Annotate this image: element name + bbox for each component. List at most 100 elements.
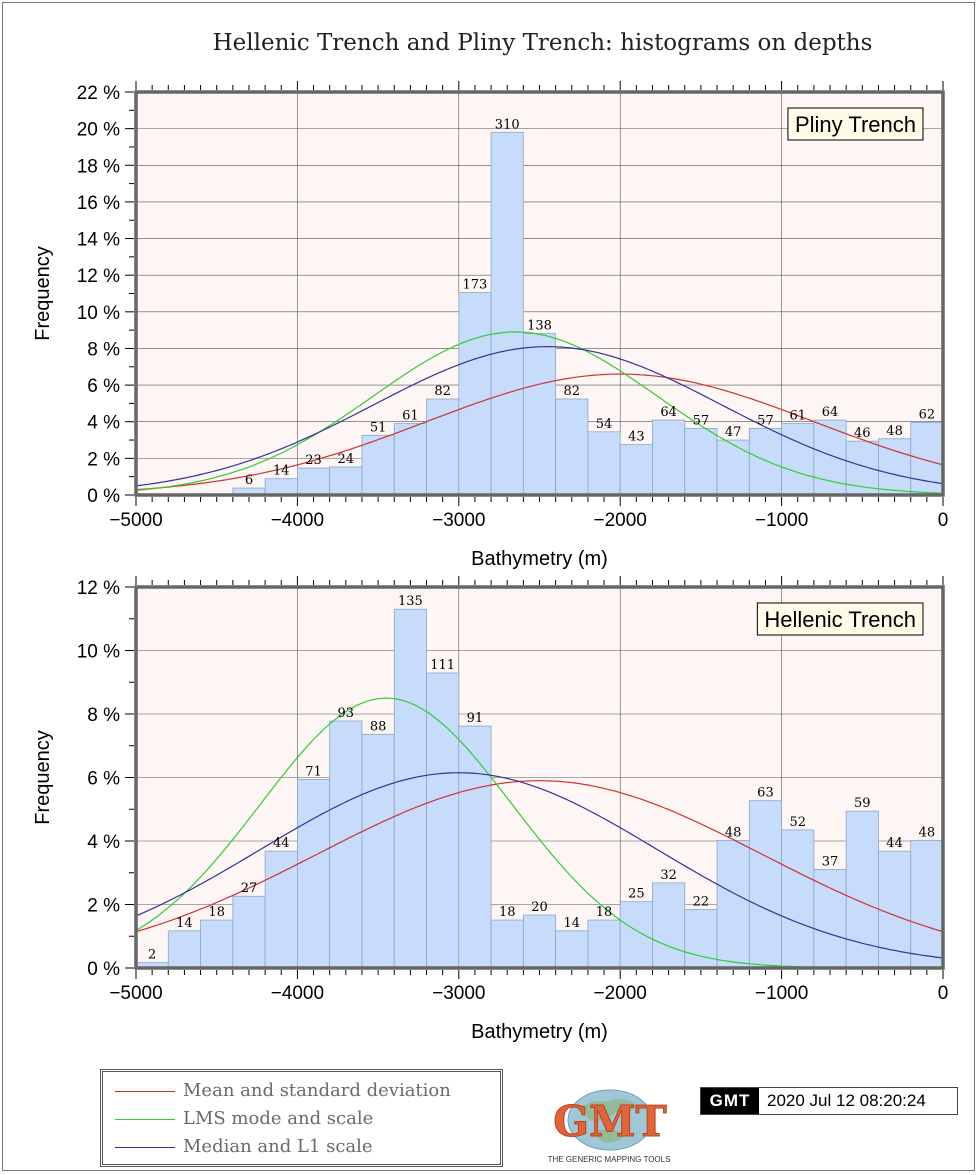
svg-text:GMT: GMT xyxy=(553,1097,667,1146)
panel-1-bar-2 xyxy=(296,467,331,496)
panel-1-x-tick-label-0: −5000 xyxy=(109,510,162,531)
panel-2-ticks xyxy=(125,576,944,979)
panel-2-y-tick-label-4: 8 % xyxy=(87,705,120,726)
panel-2-bar-19 xyxy=(748,800,783,969)
panel-2-x-axis-title: Bathymetry (m) xyxy=(471,1021,608,1043)
gmt-globe-logo: GMT xyxy=(553,1089,667,1151)
panel-1-y-axis-title: Frequency xyxy=(32,246,54,341)
panel-2-bar-11 xyxy=(490,919,524,969)
panel-2-count-label-10: 91 xyxy=(467,711,484,726)
panel-2-bar-22 xyxy=(845,810,879,969)
legend-item-median: Median and L1 scale xyxy=(103,1134,500,1160)
panel-2-count-label-24: 48 xyxy=(919,825,936,840)
panel-1-bar-14 xyxy=(684,427,718,496)
panel-1-y-tick-label-9: 18 % xyxy=(77,156,120,177)
panel-1-y-tick-label-2: 4 % xyxy=(87,413,120,434)
panel-1-count-label-10: 82 xyxy=(564,384,581,399)
panel-1-bar-9 xyxy=(522,333,557,496)
gmt-badge: GMT xyxy=(701,1088,759,1114)
panel-1-curve-mean xyxy=(135,373,944,491)
panel-1-bar-7 xyxy=(458,292,492,496)
panel-2-y-tick-label-6: 12 % xyxy=(77,578,120,599)
panel-1-x-tick-label-1: −4000 xyxy=(271,510,324,531)
panel-1-y-tick-label-8: 16 % xyxy=(77,193,120,214)
legend-swatch-lms xyxy=(115,1119,175,1120)
panel-1-y-tick-label-1: 2 % xyxy=(87,449,120,470)
panel-1-curve-lms xyxy=(135,331,944,494)
panel-1-count-label-9: 138 xyxy=(527,319,552,334)
panel-2-y-tick-label-1: 2 % xyxy=(87,896,120,917)
panel-1-count-label-4: 51 xyxy=(370,420,387,435)
panel-2-x-tick-label-4: −1000 xyxy=(755,983,808,1004)
panel-1-count-label-11: 54 xyxy=(596,417,613,432)
panel-2-bar-20 xyxy=(781,829,815,969)
panel-2-bar-14 xyxy=(587,919,621,969)
timestamp-box: GMT 2020 Jul 12 08:20:24 xyxy=(700,1087,958,1115)
panel-1-panel-label: Pliny Trench xyxy=(795,112,916,137)
panel-1-count-label-14: 57 xyxy=(693,413,710,428)
panel-1-y-tick-label-6: 12 % xyxy=(77,266,120,287)
logo-caption: THE GENERIC MAPPING TOOLS xyxy=(547,1155,671,1164)
panel-2-y-tick-label-3: 6 % xyxy=(87,769,120,790)
panel-1-y-tick-label-11: 22 % xyxy=(77,83,120,104)
panel-1-bar-1 xyxy=(264,478,298,496)
panel-2-x-tick-label-1: −4000 xyxy=(271,983,324,1004)
panel-2-x-tick-label-0: −5000 xyxy=(109,983,162,1004)
panel-2-x-tick-label-2: −3000 xyxy=(432,983,485,1004)
panel-2-count-label-6: 93 xyxy=(338,706,355,721)
panel-2-y-tick-label-2: 4 % xyxy=(87,832,120,853)
panel-2-bar-16 xyxy=(652,882,686,969)
panel-1-x-tick-label-4: −1000 xyxy=(755,510,808,531)
panel-1: 6 14 23 24 51 61 82 173 310 138 82 54 43 64 57 47 57 61 64… xyxy=(32,81,948,570)
legend-label-lms: LMS mode and scale xyxy=(183,1108,374,1129)
panel-1-count-label-2: 23 xyxy=(305,453,322,468)
panel-2-y-axis-title: Frequency xyxy=(32,730,54,825)
panel-2-count-label-22: 59 xyxy=(854,796,871,811)
panel-2-bar-4 xyxy=(264,850,298,969)
panel-2-count-label-14: 18 xyxy=(596,905,613,920)
timestamp-text: 2020 Jul 12 08:20:24 xyxy=(767,1091,926,1110)
panel-2-count-label-16: 32 xyxy=(660,868,677,883)
panel-1-bar-19 xyxy=(845,440,879,496)
panel-2-y-tick-label-0: 0 % xyxy=(87,959,120,980)
panel-1-bar-13 xyxy=(652,419,686,496)
panel-1-bar-8 xyxy=(490,131,524,496)
legend-item-mean: Mean and standard deviation xyxy=(103,1078,500,1104)
panel-2-bar-10 xyxy=(458,725,492,969)
panel-1-count-label-6: 82 xyxy=(434,384,451,399)
panel-1-x-axis-title: Bathymetry (m) xyxy=(471,548,608,570)
panel-2-bar-8 xyxy=(393,608,427,969)
panel-2-count-label-9: 111 xyxy=(430,658,455,673)
panel-2-count-label-11: 18 xyxy=(499,905,516,920)
panel-1-frame xyxy=(134,90,945,497)
panel-2-count-label-12: 20 xyxy=(531,900,548,915)
panel-1-x-tick-label-2: −3000 xyxy=(432,510,485,531)
panel-1-count-label-17: 61 xyxy=(789,409,806,424)
panel-1-x-tick-label-5: 0 xyxy=(938,510,949,531)
panel-1-count-label-3: 24 xyxy=(338,452,355,467)
panel-2-count-label-20: 52 xyxy=(789,815,806,830)
panel-2-panel-label-box xyxy=(756,602,924,636)
panel-1-count-label-15: 47 xyxy=(725,425,742,440)
panel-1-count-label-5: 61 xyxy=(402,409,419,424)
panel-1-bar-18 xyxy=(813,419,847,496)
panel-1-x-tick-label-3: −2000 xyxy=(594,510,647,531)
panel-2-bar-17 xyxy=(684,909,718,969)
panel-2-bar-2 xyxy=(200,919,234,969)
panel-2-count-label-5: 71 xyxy=(305,764,322,779)
panel-1-count-label-8: 310 xyxy=(495,117,520,132)
panel-1-bar-5 xyxy=(393,423,427,496)
panel-1-bar-12 xyxy=(619,444,653,496)
panel-2-bar-9 xyxy=(426,672,460,969)
panel-2-count-label-15: 25 xyxy=(628,887,645,902)
panel-1-count-label-19: 46 xyxy=(854,426,871,441)
legend-item-lms: LMS mode and scale xyxy=(103,1106,500,1132)
panel-2-bar-15 xyxy=(619,901,653,969)
panel-1-count-label-0: 6 xyxy=(245,473,253,488)
panel-2-x-tick-label-5: 0 xyxy=(938,983,949,1004)
panel-2-bar-1 xyxy=(167,930,201,969)
panel-1-count-label-18: 64 xyxy=(822,405,839,420)
panel-2-count-label-4: 44 xyxy=(273,836,290,851)
panel-1-bar-3 xyxy=(329,466,363,496)
